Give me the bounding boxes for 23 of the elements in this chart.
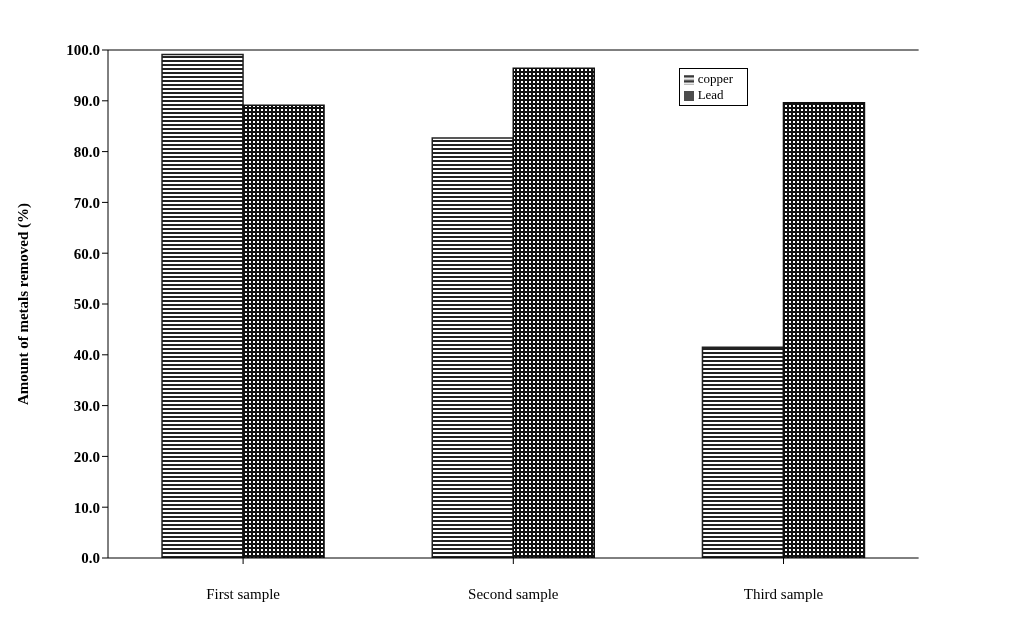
x-tick-label: First sample	[206, 585, 281, 602]
bar	[161, 53, 244, 558]
bar	[701, 346, 785, 558]
y-tick-label: 60.0	[73, 245, 100, 262]
y-tick-label: 100.0	[66, 42, 100, 59]
y-tick-label: 50.0	[73, 296, 100, 313]
y-axis-title: Amount of metals removed (%)	[15, 202, 33, 406]
bar	[431, 137, 514, 558]
bar	[512, 67, 595, 558]
bar	[782, 102, 866, 558]
y-tick-label: 30.0	[73, 397, 100, 414]
y-tick-label: 90.0	[73, 93, 100, 110]
y-tick-label: 40.0	[73, 347, 100, 364]
legend-label: copper	[697, 71, 733, 86]
x-tick-label: Second sample	[468, 585, 559, 602]
y-tick-label: 10.0	[73, 499, 100, 516]
legend-label: Lead	[697, 87, 724, 102]
y-tick-label: 70.0	[73, 194, 100, 211]
y-tick-label: 20.0	[73, 448, 100, 465]
x-tick-label: Third sample	[743, 585, 824, 602]
bar	[242, 104, 325, 558]
y-tick-label: 0.0	[81, 550, 100, 567]
y-tick-label: 80.0	[73, 143, 100, 160]
